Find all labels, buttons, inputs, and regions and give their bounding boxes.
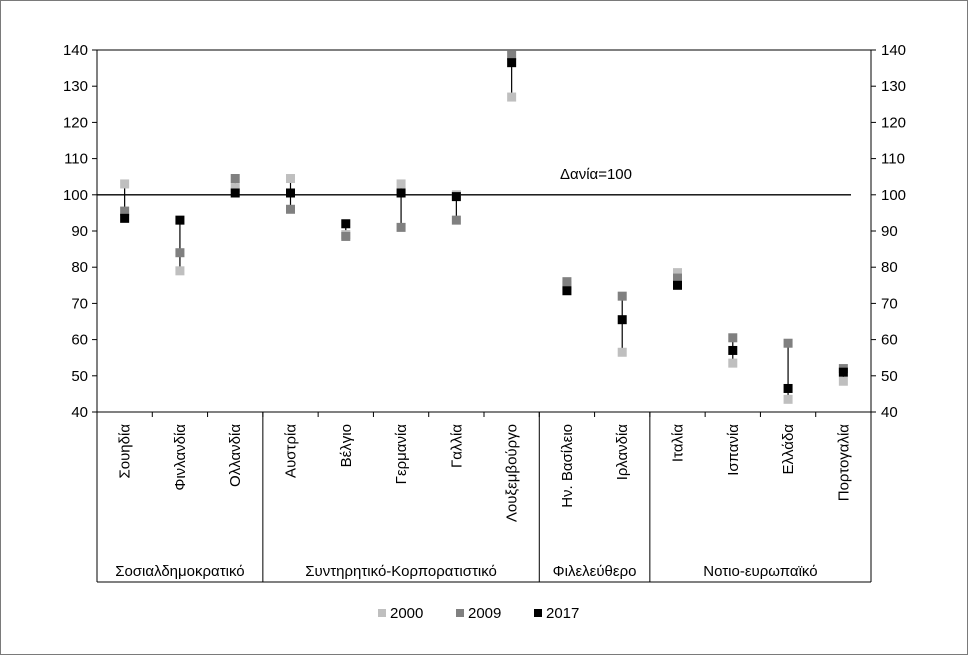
point-2017: [617, 315, 627, 325]
category-label: Ην. Βασίλειο: [559, 424, 576, 508]
point-2009: [783, 338, 793, 348]
point-2009: [396, 222, 406, 232]
y-right-tick-label: 140: [881, 42, 906, 59]
y-left-tick-label: 120: [63, 114, 88, 131]
category-label: Αυστρία: [283, 424, 300, 478]
legend: 2000 2009 2017: [378, 605, 579, 622]
point-2017: [728, 345, 738, 355]
category-label: Σουηδία: [117, 424, 134, 479]
point-2009: [341, 231, 351, 241]
point-2000: [507, 92, 517, 102]
y-right-tick-label: 50: [881, 368, 898, 385]
category-label: Ολλανδία: [227, 424, 244, 487]
category-label: Γερμανία: [393, 424, 410, 485]
legend-marker-2000: [378, 609, 386, 617]
point-2017: [396, 188, 406, 198]
data-points: [120, 50, 848, 404]
axes: 40 40 50 50 60 60 70 70 80 80 90 90 100 100 110 110 120 1…: [63, 42, 906, 583]
y-right-tick-label: 100: [881, 187, 906, 204]
category-label: Γαλλία: [448, 424, 465, 468]
point-2009: [175, 248, 185, 258]
y-left-tick-label: 130: [63, 78, 88, 95]
point-2000: [396, 179, 406, 189]
point-2009: [673, 273, 682, 283]
point-2000: [175, 266, 185, 276]
category-label: Λουξεμβούργο: [504, 424, 521, 522]
reference-line-group: Δανία=100: [97, 166, 851, 196]
y-left-tick-label: 140: [63, 42, 88, 59]
reference-line-label: Δανία=100: [560, 166, 632, 183]
point-2017: [783, 383, 793, 393]
point-2017: [341, 219, 351, 229]
point-2017: [230, 188, 240, 198]
y-right-tick-label: 80: [881, 259, 898, 276]
point-2000: [728, 358, 738, 368]
legend-marker-2009: [456, 609, 464, 617]
group-label: Φιλελεύθερο: [553, 563, 637, 580]
point-2009: [230, 174, 240, 184]
category-label: Φινλανδία: [172, 424, 189, 491]
y-left-tick-label: 60: [71, 332, 88, 349]
y-left-tick-label: 70: [71, 295, 88, 312]
legend-marker-2017: [534, 609, 542, 617]
group-labels: Σοσιαλδημοκρατικό Συντηρητικό-Κορπορατιστ…: [115, 563, 817, 580]
point-2017: [507, 58, 517, 68]
point-2000: [286, 174, 295, 184]
point-2009: [507, 50, 517, 60]
y-right-tick-label: 120: [881, 114, 906, 131]
point-2009: [120, 206, 130, 216]
legend-label-2000: 2000: [390, 605, 423, 622]
point-2000: [783, 394, 793, 404]
y-right-tick-label: 60: [881, 332, 898, 349]
y-left-tick-label: 90: [71, 223, 88, 240]
point-2000: [673, 268, 682, 278]
y-left-tick-label: 110: [64, 151, 88, 168]
point-2000: [838, 376, 848, 386]
point-2017: [673, 280, 682, 290]
category-labels: Σουηδία Φινλανδία Ολλανδία Αυστρία Βέλγιο Γερ…: [117, 424, 853, 522]
y-right-tick-label: 110: [881, 151, 905, 168]
group-label: Συντηρητικό-Κορπορατιστικό: [305, 563, 497, 580]
y-left-tick-label: 50: [71, 368, 88, 385]
group-label: Σοσιαλδημοκρατικό: [115, 563, 244, 580]
point-2000: [617, 347, 627, 357]
point-2009: [286, 204, 295, 214]
legend-label-2009: 2009: [468, 605, 501, 622]
point-2017: [175, 215, 185, 225]
group-label: Νοτιο-ευρωπαϊκό: [703, 563, 817, 580]
point-2017: [451, 192, 461, 202]
point-2000: [230, 183, 240, 193]
y-left-tick-label: 100: [63, 187, 88, 204]
point-2017: [838, 367, 848, 377]
point-2009: [617, 291, 627, 301]
point-2017: [286, 188, 295, 198]
category-label: Πορτογαλία: [835, 424, 852, 502]
category-label: Βέλγιο: [338, 424, 355, 467]
plot-area-border: [96, 49, 872, 413]
y-right-tick-label: 70: [881, 295, 898, 312]
point-2009: [562, 277, 572, 287]
category-label: Ισπανία: [725, 424, 742, 476]
category-label: Ιταλία: [670, 424, 687, 462]
point-2000: [120, 179, 130, 189]
point-2017: [562, 286, 572, 296]
category-label: Ελλάδα: [780, 424, 797, 475]
point-2017: [120, 213, 130, 223]
category-label: Ιρλανδία: [614, 424, 631, 481]
y-left-tick-label: 40: [71, 404, 88, 421]
y-right-tick-label: 40: [881, 404, 898, 421]
legend-label-2017: 2017: [546, 605, 579, 622]
y-right-tick-label: 130: [881, 78, 906, 95]
point-2009: [451, 215, 461, 225]
y-left-tick-label: 80: [71, 259, 88, 276]
point-2009: [728, 333, 738, 343]
y-right-tick-label: 90: [881, 223, 898, 240]
